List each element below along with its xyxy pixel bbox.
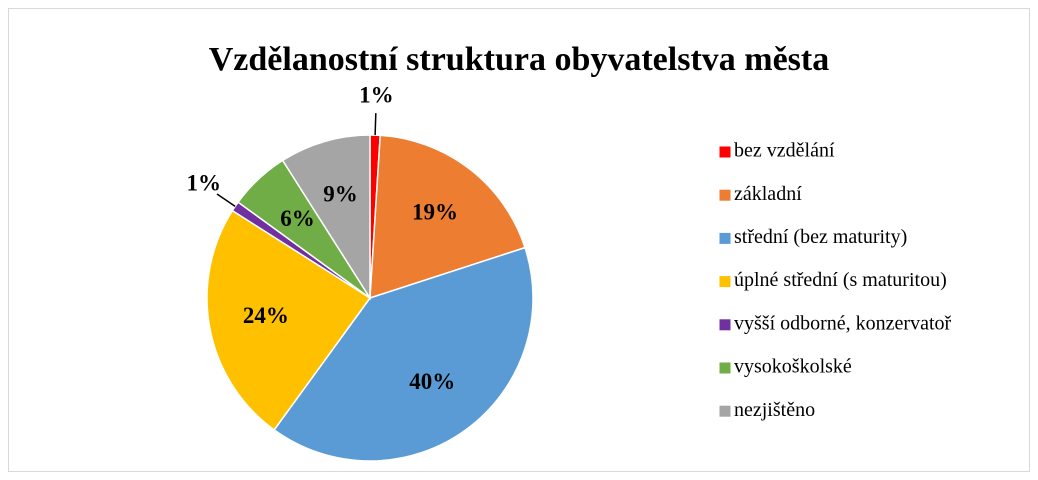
- leader-line: [374, 113, 377, 136]
- value-label: 24%: [243, 303, 289, 328]
- value-label: 1%: [187, 170, 222, 195]
- pie-slice: [273, 246, 534, 462]
- pie-slice: [281, 134, 371, 301]
- chart-title: Vzdělanostní struktura obyvatelstva měst…: [209, 41, 829, 78]
- legend-swatch: [718, 188, 732, 202]
- value-label: 6%: [280, 206, 315, 231]
- legend-swatch: [718, 404, 732, 418]
- legend-label: základní: [734, 183, 802, 205]
- value-label: 40%: [409, 369, 455, 394]
- pie-slice: [369, 134, 526, 300]
- legend-swatch: [718, 231, 732, 245]
- value-label: 9%: [323, 182, 358, 207]
- legend-label: vysokoškolské: [734, 356, 852, 378]
- legend-swatch: [718, 275, 732, 289]
- legend-swatch: [718, 361, 732, 375]
- value-label: 19%: [412, 200, 458, 225]
- legend-label: nezjištěno: [734, 399, 815, 421]
- legend-label: úplné střední (s maturitou): [734, 269, 947, 291]
- pie-slice: [206, 209, 372, 431]
- legend-label: střední (bez maturity): [734, 226, 907, 248]
- legend-label: bez vzdělání: [734, 140, 835, 162]
- value-label: 1%: [359, 82, 394, 107]
- legend-label: vyšší odborné, konzervatoř: [734, 312, 952, 334]
- leader-line: [216, 193, 236, 208]
- legend-swatch: [718, 145, 732, 159]
- legend-swatch: [718, 318, 732, 332]
